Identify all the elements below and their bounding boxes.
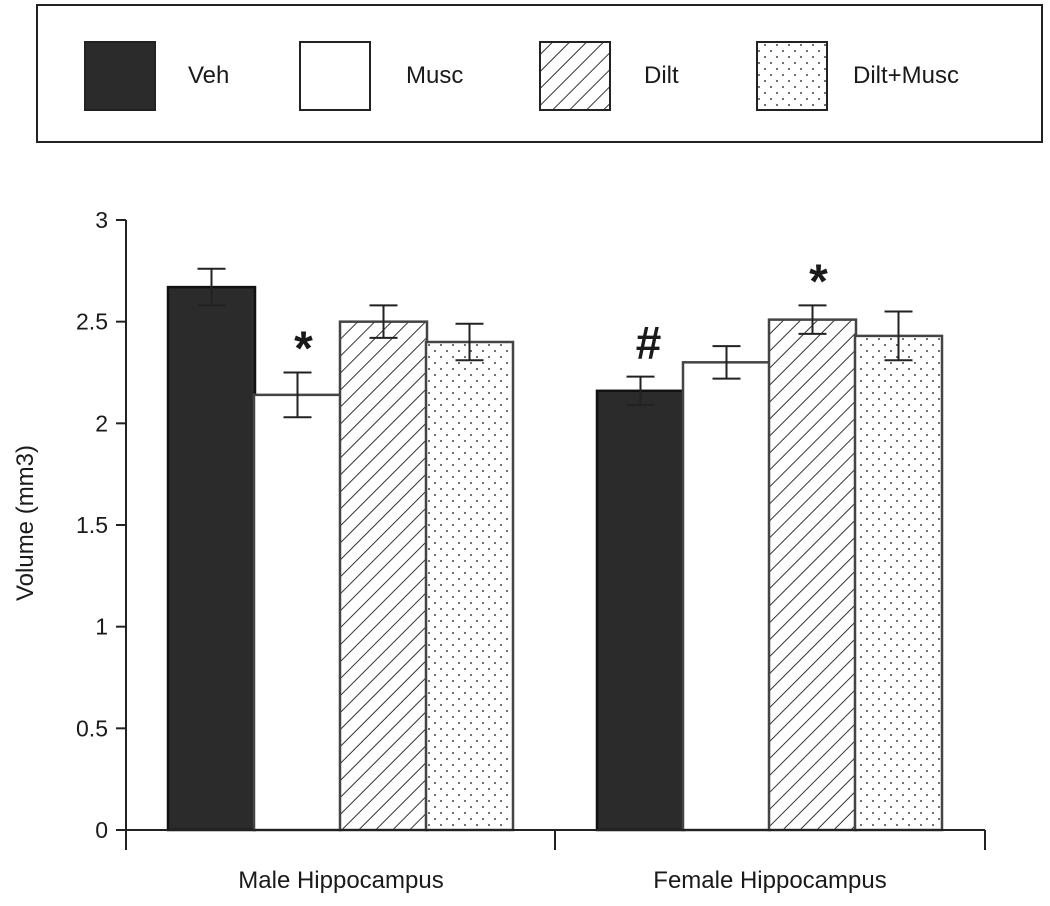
x-category-label-0: Male Hippocampus [238,867,443,894]
bar-musc-1 [681,361,772,832]
errorbar-dilt-0 [369,304,398,339]
y-axis: 0 0.5 1 1.5 2 2.5 3 [76,207,127,843]
y-tick-label-5: 2.5 [76,309,108,335]
legend-label-dilt: Dilt [644,62,679,89]
x-axis: Male Hippocampus Female Hippocampus [125,829,986,894]
significance-marker-0: * [294,323,313,376]
significance-marker-1: # [636,317,662,369]
y-tick-label-1: 0.5 [76,715,108,741]
y-tick-label-2: 1 [95,614,108,640]
errorbar-dilt-1 [798,304,827,335]
y-tick-label-6: 3 [95,207,108,233]
legend-swatch-dilt-musc [756,41,828,111]
errorbar-musc-1 [712,345,741,380]
errorbar-dilt-musc-1 [884,310,913,362]
bar-dilt-musc-1 [853,334,944,832]
errorbar-veh-1 [626,375,655,407]
bar-dilt-1 [767,318,858,832]
legend-label-veh: Veh [188,62,229,89]
x-category-label-1: Female Hippocampus [653,867,886,894]
significance-marker-2: * [809,255,828,308]
y-tick-label-0: 0 [95,817,108,843]
y-tick-label-4: 2 [95,410,108,436]
legend-label-musc: Musc [406,62,463,89]
errorbar-veh-0 [197,267,226,307]
legend: Veh Musc Dilt Dilt+Musc [36,4,1043,143]
legend-swatch-dilt [539,41,611,111]
errorbar-musc-0 [283,371,312,419]
legend-swatch-veh [84,41,156,111]
legend-label-dilt-musc: Dilt+Musc [853,62,959,89]
plot-area: * # * 0 0.5 1 1.5 2 2.5 3 Male Hippocampus Female… [12,207,986,894]
legend-swatch-musc [299,41,371,111]
y-tick-label-3: 1.5 [76,512,108,538]
bar-musc-0 [252,393,343,832]
errorbar-dilt-musc-0 [455,322,484,362]
bar-veh-0 [166,285,257,832]
bar-veh-1 [595,389,686,832]
bar-dilt-0 [338,320,429,832]
y-axis-label: Volume (mm3) [12,445,39,601]
bar-dilt-musc-0 [424,340,515,832]
